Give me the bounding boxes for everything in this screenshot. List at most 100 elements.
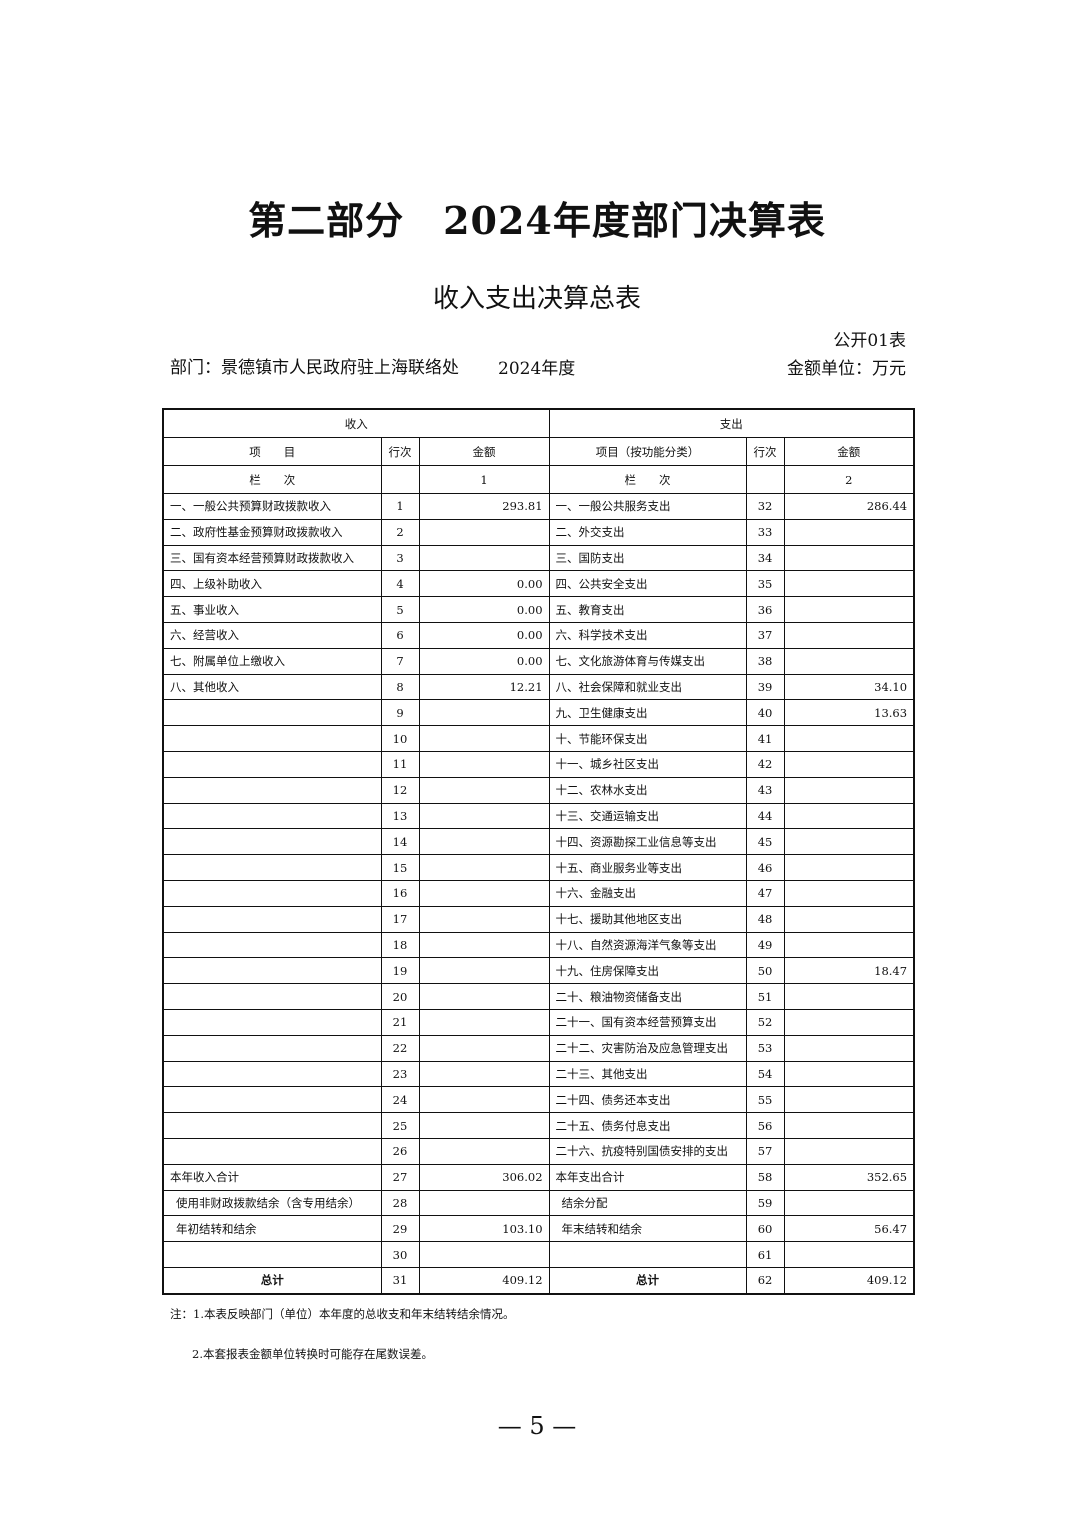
expense-line: 51: [745, 983, 785, 1010]
expense-line: 36: [745, 596, 785, 623]
amount-unit: 金额单位：万元: [787, 359, 906, 379]
expense-line: 49: [745, 931, 785, 959]
expense-item: 二十一、国有资本经营预算支出: [548, 1008, 747, 1036]
expense-amount: [783, 1034, 915, 1062]
income-line: 12: [380, 776, 420, 804]
income-line: 25: [380, 1112, 420, 1139]
expense-line: 61: [745, 1241, 785, 1268]
income-item: [162, 1241, 382, 1268]
income-item: [162, 725, 382, 752]
income-amount: 0.00: [418, 621, 550, 649]
lanci-label2: 栏 次: [548, 465, 747, 494]
table-row: 二、政府性基金预算财政拨款收入 2 二、外交支出 33: [162, 518, 915, 546]
expense-line: 59: [745, 1189, 785, 1217]
income-amount: 0.00: [418, 596, 550, 623]
expense-item: 结余分配: [548, 1189, 747, 1217]
section-header-row: 收入 支出: [162, 408, 915, 438]
expense-amount: [783, 1112, 915, 1139]
column-header-row: 项 目 行次 金额 项目（按功能分类） 行次 金额: [162, 437, 915, 466]
expense-line: 46: [745, 854, 785, 881]
income-item: 总计: [162, 1266, 382, 1295]
income-line: 23: [380, 1060, 420, 1088]
income-item: 八、其他收入: [162, 673, 382, 701]
expense-line: 52: [745, 1008, 785, 1036]
expense-item: 十一、城乡社区支出: [548, 750, 747, 778]
income-line: 6: [380, 621, 420, 649]
expense-item: 一、一般公共服务支出: [548, 493, 747, 520]
form-number: 公开01表: [833, 331, 906, 351]
fiscal-year: 2024年度: [498, 359, 576, 379]
table-row: 16 十六、金融支出 47: [162, 879, 915, 907]
expense-line: 53: [745, 1034, 785, 1062]
expense-amount: 352.65: [783, 1163, 915, 1191]
income-item: 四、上级补助收入: [162, 570, 382, 598]
expense-item: 十七、援助其他地区支出: [548, 905, 747, 933]
col-amount2: 金额: [783, 437, 915, 466]
income-amount: [418, 931, 550, 959]
lanci-row: 栏 次 1 栏 次 2: [162, 465, 915, 494]
expense-item: 十六、金融支出: [548, 879, 747, 907]
income-line: 31: [380, 1266, 420, 1295]
table-row: 22 二十二、灾害防治及应急管理支出 53: [162, 1034, 915, 1062]
income-item: [162, 1086, 382, 1114]
expense-item: 二十二、灾害防治及应急管理支出: [548, 1034, 747, 1062]
expense-item: 六、科学技术支出: [548, 621, 747, 649]
income-line: 3: [380, 544, 420, 572]
income-item: 六、经营收入: [162, 621, 382, 649]
expense-item: 总计: [548, 1266, 747, 1295]
income-line: 28: [380, 1189, 420, 1217]
expense-item: 七、文化旅游体育与传媒支出: [548, 647, 747, 675]
col-line2: 行次: [745, 437, 785, 466]
expense-line: 42: [745, 750, 785, 778]
income-line: 8: [380, 673, 420, 701]
expense-amount: [783, 802, 915, 830]
income-item: 七、附属单位上缴收入: [162, 647, 382, 675]
department: 部门：景德镇市人民政府驻上海联络处: [170, 358, 459, 378]
income-amount: 293.81: [418, 493, 550, 520]
expense-line: 38: [745, 647, 785, 675]
income-amount: [418, 1137, 550, 1165]
expense-amount: 34.10: [783, 673, 915, 701]
expense-item: 十二、农林水支出: [548, 776, 747, 804]
table-row: 一、一般公共预算财政拨款收入 1 293.81 一、一般公共服务支出 32 286.44: [162, 493, 915, 520]
expense-item: 二十三、其他支出: [548, 1060, 747, 1088]
income-line: 11: [380, 750, 420, 778]
income-line: 5: [380, 596, 420, 623]
income-amount: 0.00: [418, 647, 550, 675]
expense-amount: [783, 879, 915, 907]
table-row: 18 十八、自然资源海洋气象等支出 49: [162, 931, 915, 959]
expense-amount: [783, 828, 915, 856]
income-item: [162, 776, 382, 804]
expense-item: 十九、住房保障支出: [548, 957, 747, 985]
income-amount: [418, 1189, 550, 1217]
table-row: 11 十一、城乡社区支出 42: [162, 750, 915, 778]
table-row: 10 十、节能环保支出 41: [162, 725, 915, 752]
table-row: 本年收入合计 27 306.02 本年支出合计 58 352.65: [162, 1163, 915, 1191]
expense-line: 33: [745, 518, 785, 546]
expense-line: 62: [745, 1266, 785, 1295]
table-row: 19 十九、住房保障支出 50 18.47: [162, 957, 915, 985]
income-item: 五、事业收入: [162, 596, 382, 623]
col-line: 行次: [380, 437, 420, 466]
income-item: 一、一般公共预算财政拨款收入: [162, 493, 382, 520]
income-item: 三、国有资本经营预算财政拨款收入: [162, 544, 382, 572]
expense-amount: [783, 750, 915, 778]
expense-amount: [783, 776, 915, 804]
expense-line: 41: [745, 725, 785, 752]
expense-amount: [783, 1241, 915, 1268]
expense-header: 支出: [548, 408, 915, 438]
note-1: 注：1.本表反映部门（单位）本年度的总收支和年末结转结余情况。: [170, 1307, 515, 1321]
income-amount: 409.12: [418, 1266, 550, 1295]
income-amount: [418, 544, 550, 572]
table-row: 六、经营收入 6 0.00 六、科学技术支出 37: [162, 621, 915, 649]
income-line: 2: [380, 518, 420, 546]
income-amount: [418, 983, 550, 1010]
expense-amount: [783, 931, 915, 959]
income-item: [162, 1137, 382, 1165]
income-line: 26: [380, 1137, 420, 1165]
expense-item: 五、教育支出: [548, 596, 747, 623]
income-line: 17: [380, 905, 420, 933]
income-item: [162, 1034, 382, 1062]
expense-line: 60: [745, 1215, 785, 1243]
income-item: [162, 957, 382, 985]
